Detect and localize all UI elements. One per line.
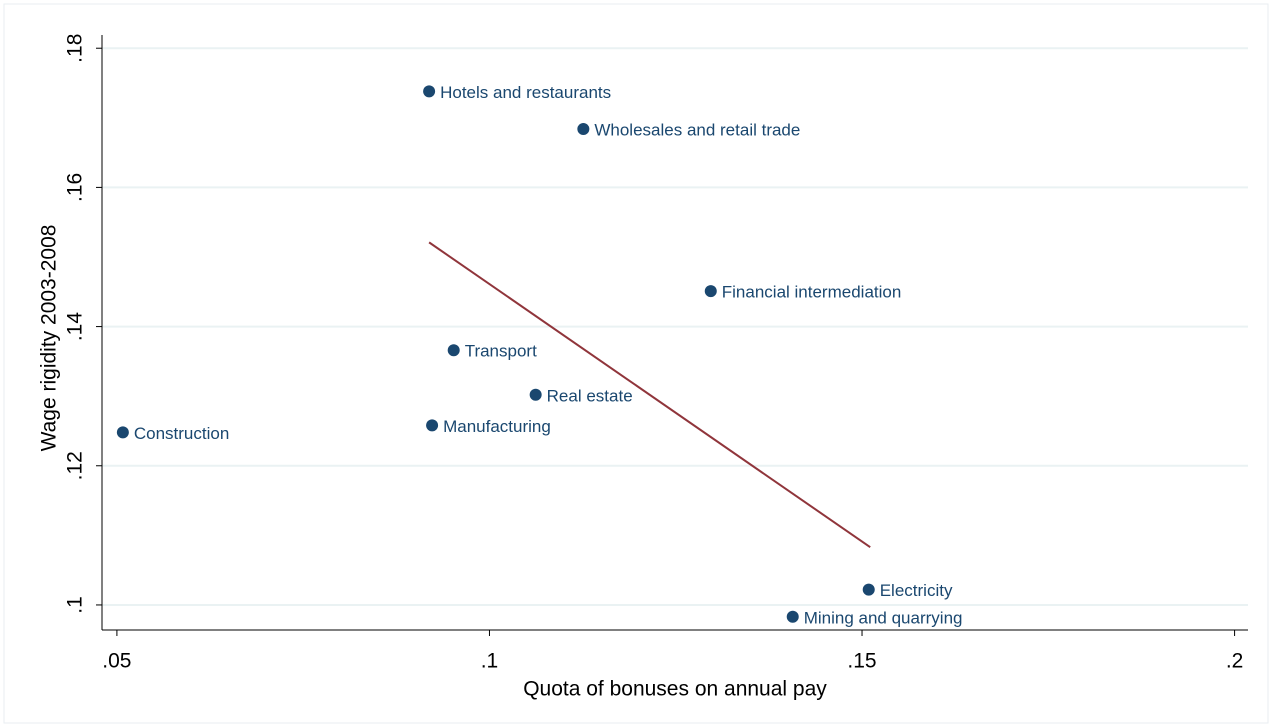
point-label: Wholesales and retail trade xyxy=(594,120,800,139)
point-label: Hotels and restaurants xyxy=(440,83,611,102)
y-axis-title: Wage rigidity 2003-2008 xyxy=(38,225,61,452)
point-label: Transport xyxy=(465,342,537,361)
y-tick-label: .18 xyxy=(64,34,87,63)
x-tick-label: .15 xyxy=(847,650,876,673)
y-tick-label: .12 xyxy=(64,451,87,480)
point-label: Mining and quarrying xyxy=(804,608,963,627)
point-label: Real estate xyxy=(547,386,633,405)
x-axis-title: Quota of bonuses on annual pay xyxy=(523,678,827,701)
chart-frame xyxy=(3,3,1269,724)
point xyxy=(704,285,717,298)
point xyxy=(786,610,799,623)
x-tick-label: .1 xyxy=(481,650,499,673)
x-tick-label: .2 xyxy=(1226,650,1244,673)
y-tick-label: .1 xyxy=(64,596,87,614)
point xyxy=(862,583,875,596)
point xyxy=(116,426,129,439)
point-label: Construction xyxy=(134,424,229,443)
y-tick-label: .14 xyxy=(64,312,87,342)
point-label: Manufacturing xyxy=(443,417,551,436)
point xyxy=(423,85,436,98)
point xyxy=(426,419,439,432)
fit-line xyxy=(428,241,871,549)
point-label: Financial intermediation xyxy=(722,283,902,302)
point xyxy=(447,344,460,357)
x-tick-label: .05 xyxy=(102,650,131,673)
point xyxy=(529,388,542,401)
y-tick-label: .16 xyxy=(64,173,87,202)
point xyxy=(577,122,590,135)
point-label: Electricity xyxy=(880,581,953,600)
